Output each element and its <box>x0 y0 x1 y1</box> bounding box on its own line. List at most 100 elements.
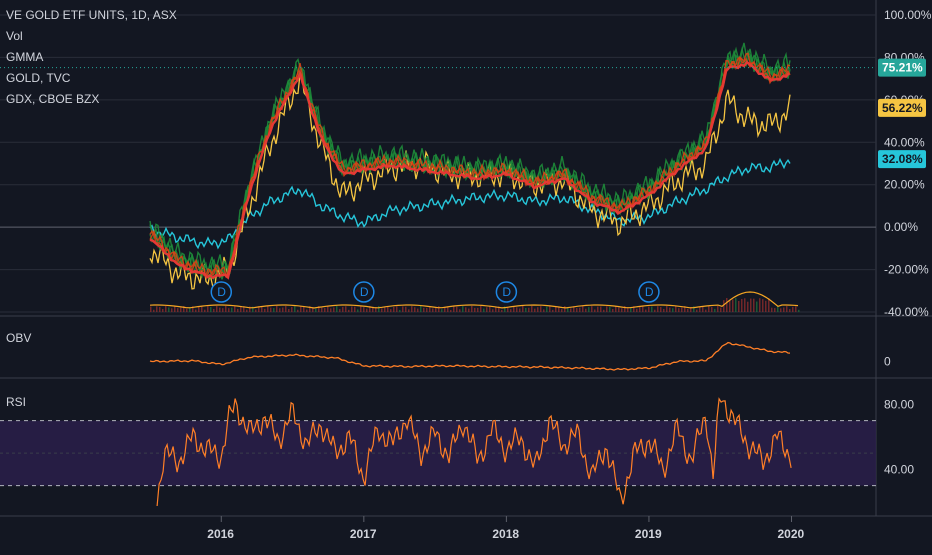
volume-bar <box>489 306 491 312</box>
x-tick-label: 2019 <box>635 527 662 541</box>
dividend-marker-label: D <box>645 285 654 299</box>
volume-bar <box>741 298 743 312</box>
volume-bar <box>309 306 311 312</box>
volume-bar <box>432 308 434 312</box>
y-tick-label: -20.00% <box>884 263 929 277</box>
volume-bar <box>270 307 272 312</box>
volume-bar <box>444 306 446 312</box>
volume-bar <box>588 307 590 312</box>
volume-bar <box>774 308 776 312</box>
volume-bar <box>576 308 578 312</box>
volume-bar <box>708 306 710 312</box>
volume-bar <box>495 306 497 312</box>
volume-bar <box>504 306 506 312</box>
legend-gdx[interactable]: GDX, CBOE BZX <box>6 92 100 106</box>
volume-bar <box>660 307 662 312</box>
volume-bar <box>675 306 677 312</box>
volume-bar <box>639 307 641 312</box>
volume-bar <box>234 306 236 312</box>
volume-bar <box>201 306 203 312</box>
volume-bar <box>414 307 416 312</box>
volume-bar <box>609 306 611 312</box>
volume-bar <box>219 307 221 312</box>
volume-bar <box>372 307 374 312</box>
volume-bar <box>678 308 680 312</box>
legend-vol[interactable]: Vol <box>6 29 23 43</box>
volume-bar <box>363 307 365 312</box>
legend-gold[interactable]: GOLD, TVC <box>6 71 71 85</box>
volume-bar <box>237 308 239 312</box>
volume-bar <box>306 309 308 312</box>
volume-bar <box>771 307 773 312</box>
volume-bar <box>186 308 188 312</box>
volume-bar <box>474 307 476 312</box>
volume-bar <box>354 306 356 312</box>
volume-bar <box>528 307 530 312</box>
volume-bar <box>567 307 569 312</box>
volume-bar <box>657 306 659 312</box>
volume-bar <box>465 307 467 312</box>
rsi-y-tick-label: 40.00 <box>884 462 914 476</box>
volume-bar <box>174 306 176 312</box>
volume-bar <box>558 306 560 312</box>
volume-bar <box>555 306 557 312</box>
volume-bar <box>246 309 248 312</box>
volume-bar <box>360 306 362 312</box>
volume-bar <box>330 308 332 312</box>
volume-bar <box>435 307 437 312</box>
volume-bar <box>735 298 737 312</box>
volume-bar <box>621 308 623 312</box>
volume-bar <box>759 298 761 312</box>
volume-bar <box>162 309 164 312</box>
volume-bar <box>429 306 431 312</box>
volume-bar <box>747 301 749 312</box>
volume-bar <box>447 306 449 312</box>
volume-bar <box>327 306 329 312</box>
volume-bar <box>381 308 383 312</box>
volume-bar <box>399 309 401 312</box>
volume-bar <box>378 306 380 312</box>
volume-bar <box>375 308 377 312</box>
volume-bar <box>729 300 731 312</box>
volume-bar <box>534 308 536 312</box>
volume-bar <box>450 309 452 312</box>
volume-bar <box>756 301 758 312</box>
volume-bar <box>483 308 485 312</box>
volume-bar <box>258 306 260 312</box>
volume-bar <box>492 309 494 312</box>
volume-bar <box>591 306 593 312</box>
volume-bar <box>165 306 167 312</box>
volume-bar <box>477 307 479 312</box>
gdx-last-label: 32.08% <box>882 152 923 166</box>
y-tick-label: 0.00% <box>884 220 918 234</box>
volume-bar <box>390 309 392 312</box>
volume-bar <box>423 307 425 312</box>
volume-bar <box>255 309 257 312</box>
volume-bar <box>192 306 194 312</box>
volume-bar <box>420 306 422 312</box>
volume-bar <box>687 308 689 312</box>
volume-bar <box>276 306 278 312</box>
x-tick-label: 2017 <box>350 527 377 541</box>
volume-bar <box>507 306 509 312</box>
dividend-marker <box>638 281 660 303</box>
volume-bar <box>324 308 326 312</box>
x-tick-label: 2018 <box>492 527 519 541</box>
volume-bar <box>789 309 791 312</box>
volume-bar <box>183 306 185 312</box>
volume-bar <box>411 306 413 312</box>
volume-bar <box>750 298 752 312</box>
volume-bar <box>636 308 638 312</box>
x-tick-label: 2016 <box>207 527 234 541</box>
volume-bar <box>681 307 683 312</box>
volume-bar <box>573 306 575 312</box>
legend-gmma[interactable]: GMMA <box>6 50 44 64</box>
dividend-marker <box>495 281 518 303</box>
volume-bar <box>345 306 347 312</box>
volume-bar <box>513 306 515 312</box>
volume-bar <box>564 306 566 312</box>
volume-bar <box>252 306 254 312</box>
volume-bar <box>648 306 650 312</box>
volume-bar <box>651 306 653 312</box>
volume-bar <box>618 307 620 312</box>
